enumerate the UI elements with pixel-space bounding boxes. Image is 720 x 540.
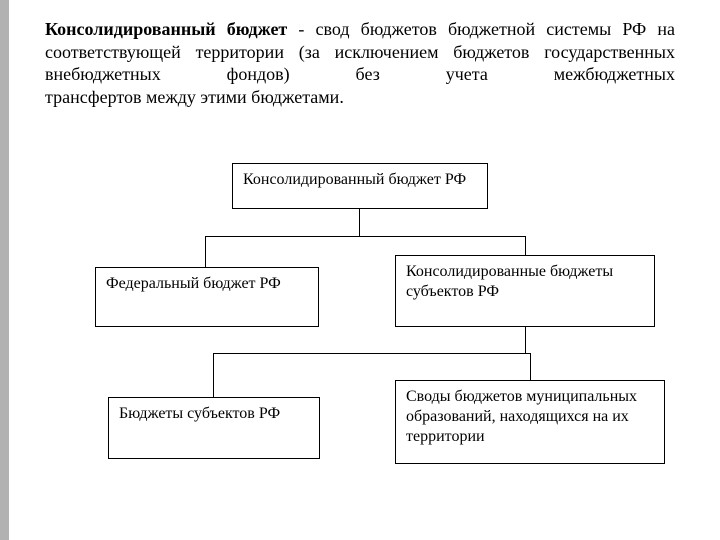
node-subjects-budget-label: Бюджеты субъектов РФ xyxy=(119,405,280,422)
connector-tee-top-left-v xyxy=(205,236,206,267)
node-consolidated-subjects-label: Консолидированные бюджеты субъектов РФ xyxy=(406,263,613,300)
node-federal-budget: Федеральный бюджет РФ xyxy=(95,267,319,327)
node-subjects-budget: Бюджеты субъектов РФ xyxy=(108,397,320,459)
node-municipal-svody-label: Своды бюджетов муниципальных образований… xyxy=(406,388,637,445)
node-root-label: Консолидированный бюджет РФ xyxy=(243,171,466,188)
connector-tee-bot-h xyxy=(213,353,530,354)
heading-term: Консолидированный бюджет xyxy=(45,19,287,39)
connector-tee-top-right-v xyxy=(525,236,526,255)
node-municipal-svody: Своды бюджетов муниципальных образований… xyxy=(395,380,665,464)
accent-bar xyxy=(0,0,9,540)
connector-tee-top-h xyxy=(205,236,525,237)
definition-heading: Консолидированный бюджет - свод бюджетов… xyxy=(45,18,675,108)
heading-last-line: трансфертов между этими бюджетами. xyxy=(45,86,675,109)
node-root: Консолидированный бюджет РФ xyxy=(232,163,488,209)
connector-cons-down xyxy=(525,327,526,353)
connector-tee-bot-right-v xyxy=(530,353,531,380)
node-consolidated-subjects: Консолидированные бюджеты субъектов РФ xyxy=(395,255,655,327)
node-federal-budget-label: Федеральный бюджет РФ xyxy=(106,275,281,292)
connector-tee-bot-left-v xyxy=(213,353,214,397)
connector-root-down xyxy=(359,209,360,236)
